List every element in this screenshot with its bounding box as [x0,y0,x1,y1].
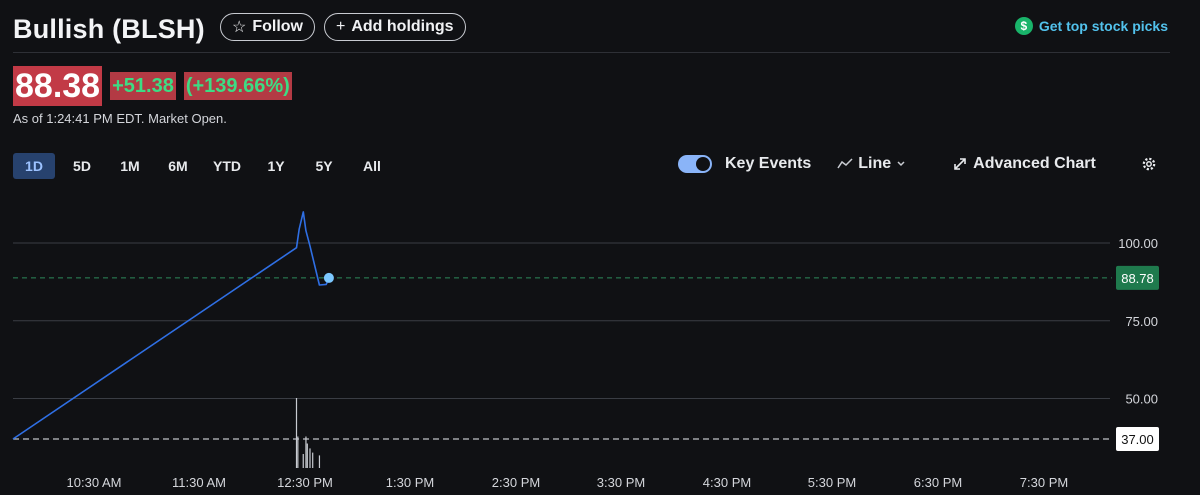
chart-type-label: Line [858,155,892,172]
y-tick-label: 100.00 [1118,236,1158,251]
chevron-down-icon [897,161,905,167]
follow-button[interactable]: ☆ Follow [220,13,315,41]
x-tick-label: 12:30 PM [277,475,333,490]
range-5y[interactable]: 5Y [315,158,333,174]
range-1d[interactable]: 1D [13,153,55,179]
add-holdings-button[interactable]: + Add holdings [324,13,466,41]
y-tick-label: 50.00 [1125,392,1158,407]
price-change-percent: (+139.66%) [183,72,292,100]
range-6m[interactable]: 6M [168,158,188,174]
top-stock-picks-link[interactable]: $ Get top stock picks [1014,17,1168,35]
range-5d[interactable]: 5D [73,158,91,174]
x-tick-label: 5:30 PM [808,475,856,490]
settings-button[interactable] [1140,155,1158,173]
previous-close-label: 37.00 [1121,432,1154,447]
price-change: +51.38 [110,72,176,100]
dollar-badge-icon: $ [1014,17,1033,35]
plus-icon: + [336,18,346,35]
y-tick-label: 75.00 [1125,314,1158,329]
gear-icon [1142,157,1156,171]
x-tick-label: 10:30 AM [67,475,122,490]
key-events-label: Key Events [725,155,812,172]
add-holdings-label: Add holdings [351,18,454,35]
key-events-toggle[interactable]: Key Events [678,155,811,173]
range-1m[interactable]: 1M [120,158,140,174]
top-stock-picks-label: Get top stock picks [1038,18,1168,34]
x-tick-label: 6:30 PM [914,475,962,490]
x-tick-label: 2:30 PM [492,475,540,490]
range-selector: 1D 5D 1M 6M YTD 1Y 5Y All [13,153,393,179]
advanced-chart-button[interactable]: Advanced Chart [952,155,1096,173]
toggle-switch[interactable] [678,155,712,173]
range-1y[interactable]: 1Y [267,158,285,174]
page-title: Bullish (BLSH) [13,14,205,44]
range-ytd[interactable]: YTD [213,158,241,174]
chart-toolbar: Key Events Line Advanced Chart [678,155,1158,173]
expand-arrows-icon [954,158,966,170]
quote-row: 88.38 +51.38 (+139.66%) [13,66,292,106]
previous-close-badge [1116,427,1159,451]
x-tick-label: 7:30 PM [1020,475,1068,490]
chart-type-dropdown[interactable]: Line [837,155,906,173]
x-tick-label: 1:30 PM [386,475,434,490]
x-tick-label: 4:30 PM [703,475,751,490]
x-tick-label: 11:30 AM [172,475,226,490]
price-line [12,211,330,440]
star-outline-icon: ☆ [232,19,247,36]
follow-label: Follow [252,18,303,35]
header: Bullish (BLSH) ☆ Follow + Add holdings $… [13,10,1170,53]
range-all[interactable]: All [363,158,381,174]
price-chart[interactable]: 100.00 75.00 50.00 88.78 37.00 10:30 AM 11:30 … [0,190,1200,495]
last-price-dot [323,272,334,283]
quote-timestamp: As of 1:24:41 PM EDT. Market Open. [13,111,227,126]
advanced-chart-label: Advanced Chart [973,155,1096,172]
current-price: 88.38 [13,66,103,106]
current-value-badge [1116,265,1159,290]
line-chart-icon [837,158,853,169]
x-tick-label: 3:30 PM [597,475,645,490]
current-value-label: 88.78 [1121,271,1154,286]
